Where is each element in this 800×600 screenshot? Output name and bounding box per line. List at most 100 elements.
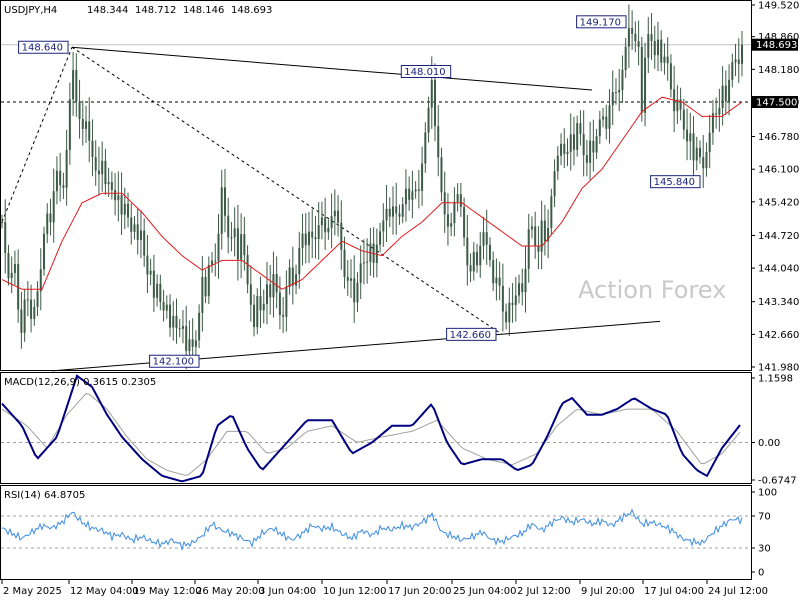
rsi-panel: [1, 508, 751, 552]
candle-body: [33, 306, 36, 319]
candle-body: [382, 220, 385, 232]
candle-body: [20, 309, 23, 333]
candle-body: [343, 249, 346, 277]
candle-body: [72, 70, 75, 100]
price-tick-label: 145.420: [758, 197, 799, 208]
candle-body: [537, 245, 540, 252]
candle-body: [275, 274, 278, 293]
candle-body: [7, 253, 10, 279]
candle-body: [472, 252, 475, 272]
candle-body: [456, 194, 459, 202]
macd-line: [1, 374, 741, 483]
close-value: 148.693: [231, 5, 272, 16]
level-tag-bg: [752, 95, 798, 108]
candle-body: [553, 171, 556, 197]
candle-body: [185, 326, 188, 351]
candle-body: [62, 185, 65, 188]
candle-body: [734, 59, 737, 63]
candle-body: [10, 272, 13, 279]
candle-body: [550, 196, 553, 228]
candle-body: [253, 304, 256, 328]
candle-body: [430, 80, 433, 108]
candle-body: [172, 315, 175, 328]
candle-body: [640, 46, 643, 113]
price-tick-label: 144.040: [758, 264, 799, 275]
candle-body: [479, 245, 482, 266]
candle-body: [401, 204, 404, 217]
candle-body: [666, 56, 669, 64]
candle-body: [669, 63, 672, 90]
candle-body: [26, 299, 29, 301]
time-tick-label: 2 May 2025: [3, 586, 62, 597]
candle-body: [492, 260, 495, 284]
candle-body: [466, 237, 469, 266]
macd-tick-label: -0.6747: [758, 476, 797, 487]
candle-body: [514, 295, 517, 305]
candle-body: [337, 210, 340, 223]
candle-body: [65, 149, 68, 188]
candle-body: [563, 143, 566, 155]
candle-body: [136, 224, 139, 240]
candle-body: [81, 119, 84, 129]
candle-body: [718, 107, 721, 115]
annotation-label: 142.100: [153, 357, 194, 368]
candle-body: [579, 123, 582, 134]
candle-body: [78, 101, 81, 120]
candle-body: [576, 123, 579, 150]
candle-body: [88, 121, 91, 141]
candle-body: [152, 270, 155, 298]
candle-body: [459, 194, 462, 207]
candle-body: [414, 189, 417, 192]
candle-body: [288, 267, 291, 288]
candle-body: [46, 213, 49, 234]
candle-body: [705, 152, 708, 169]
candle-body: [631, 28, 634, 34]
trendline: [71, 46, 593, 91]
candle-body: [256, 296, 259, 328]
candle-body: [653, 40, 656, 56]
candle-body: [524, 268, 527, 293]
candle-body: [353, 278, 356, 303]
candle-body: [320, 217, 323, 226]
candle-body: [437, 126, 440, 158]
candle-body: [398, 213, 401, 217]
candle-body: [175, 315, 178, 329]
candle-body: [656, 39, 659, 56]
candle-body: [663, 56, 666, 63]
macd-signal-line: [1, 393, 741, 476]
candle-body: [547, 227, 550, 242]
candle-body: [159, 283, 162, 303]
candle-body: [362, 262, 365, 264]
candle-body: [340, 222, 343, 250]
candle-body: [327, 227, 330, 233]
candle-body: [240, 234, 243, 260]
candle-body: [262, 303, 265, 311]
candle-body: [97, 170, 100, 175]
annotation-label: 149.170: [580, 17, 621, 28]
candle-body: [508, 302, 511, 323]
candle-body: [702, 157, 705, 169]
candle-body: [556, 155, 559, 172]
candle-body: [149, 270, 152, 275]
annotation-box: [400, 64, 452, 78]
candle-body: [404, 188, 407, 205]
candle-body: [68, 99, 71, 150]
candle-body: [379, 231, 382, 245]
rsi-tick-label: 70: [758, 512, 771, 523]
price-tick-label: 149.520: [758, 1, 799, 12]
macd-label: MACD(12,26,9) 0.3615 0.2305: [4, 377, 156, 388]
price-annotations: 148.640 148.010 149.170 145.840 142.660 142.1…: [18, 15, 701, 368]
candle-body: [246, 255, 249, 285]
annotation-box: [149, 354, 200, 368]
candle-body: [230, 237, 233, 239]
candle-body: [614, 92, 617, 94]
trendline: [71, 46, 503, 335]
candle-body: [518, 283, 521, 296]
candle-body: [569, 134, 572, 152]
candle-body: [330, 216, 333, 228]
candle-body: [711, 113, 714, 133]
candle-body: [408, 188, 411, 200]
candle-body: [501, 285, 504, 312]
candle-body: [223, 187, 226, 216]
price-tick-label: 141.980: [758, 363, 799, 374]
